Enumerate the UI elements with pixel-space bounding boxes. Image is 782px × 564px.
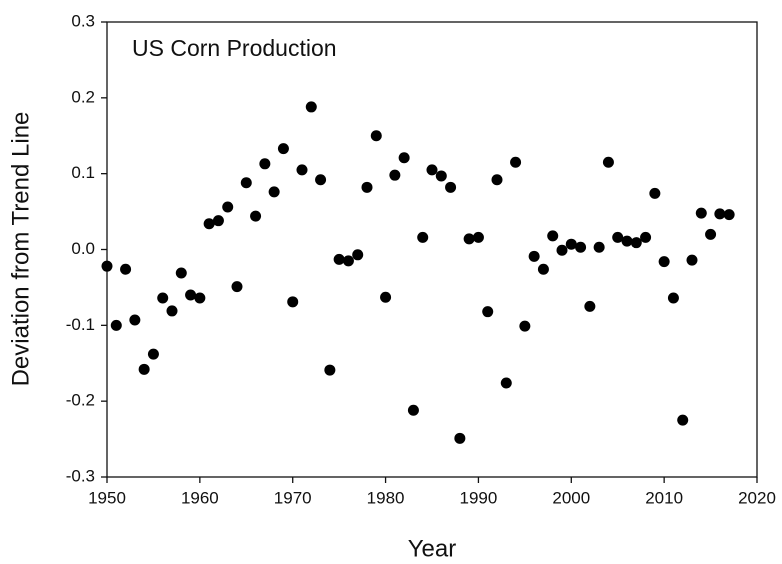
point [519,320,531,332]
point [380,291,392,303]
point [714,208,726,220]
point [417,231,429,243]
point [621,235,633,247]
x-tick-label: 1980 [367,488,405,507]
point [593,241,605,253]
y-tick-label: -0.2 [66,391,95,410]
point [212,215,224,227]
point [649,187,661,199]
point [250,210,262,222]
point [686,254,698,266]
point [157,292,169,304]
point [407,404,419,416]
annotation: US Corn Production [132,35,337,61]
x-tick-label: 2000 [552,488,590,507]
point [268,186,280,198]
point [194,292,206,304]
point [482,306,494,318]
point [723,209,735,221]
point [259,158,271,170]
point [398,152,410,164]
point [435,170,447,182]
point [445,181,457,193]
x-tick-label: 2020 [738,488,776,507]
point [296,164,308,176]
point [500,377,512,389]
x-axis-label: Year [408,535,457,562]
point [565,238,577,250]
point [547,230,559,242]
y-tick-label: 0.3 [71,11,95,30]
point [602,156,614,168]
point [640,231,652,243]
point [138,363,150,375]
point [630,237,642,249]
y-tick-label: -0.3 [66,466,95,485]
point [315,174,327,186]
point [370,130,382,142]
point [658,256,670,268]
point [510,156,522,168]
y-tick-label: -0.1 [66,315,95,334]
point [342,255,354,267]
point [454,432,466,444]
point [101,260,113,272]
point [166,305,178,317]
x-tick-label: 1990 [460,488,498,507]
y-tick-label: 0.2 [71,87,95,106]
point [333,253,345,265]
point [389,169,401,181]
x-tick-label: 1950 [88,488,126,507]
y-tick-label: 0.0 [71,239,95,258]
y-tick-label: 0.1 [71,163,95,182]
x-tick-label: 1970 [274,488,312,507]
point [324,364,336,376]
point [222,201,234,213]
point [463,233,475,245]
point [305,101,317,113]
point [361,181,373,193]
point [185,289,197,301]
point [584,300,596,312]
x-tick-label: 1960 [181,488,219,507]
point [120,263,132,275]
point [528,250,540,262]
x-tick-label: 2010 [645,488,683,507]
point [231,281,243,293]
point [612,231,624,243]
plot-frame [106,21,758,478]
point [110,319,122,331]
point [575,241,587,253]
point [129,314,141,326]
point [175,267,187,279]
point [287,296,299,308]
point [203,218,215,230]
point [491,174,503,186]
point [426,164,438,176]
point [705,228,717,240]
point [695,207,707,219]
point [472,231,484,243]
point [240,177,252,189]
point [667,292,679,304]
point [277,143,289,155]
point [537,263,549,275]
y-axis-label: Deviation from Trend Line [7,112,34,387]
point [147,348,159,360]
point [677,414,689,426]
point [556,244,568,256]
point [352,249,364,261]
